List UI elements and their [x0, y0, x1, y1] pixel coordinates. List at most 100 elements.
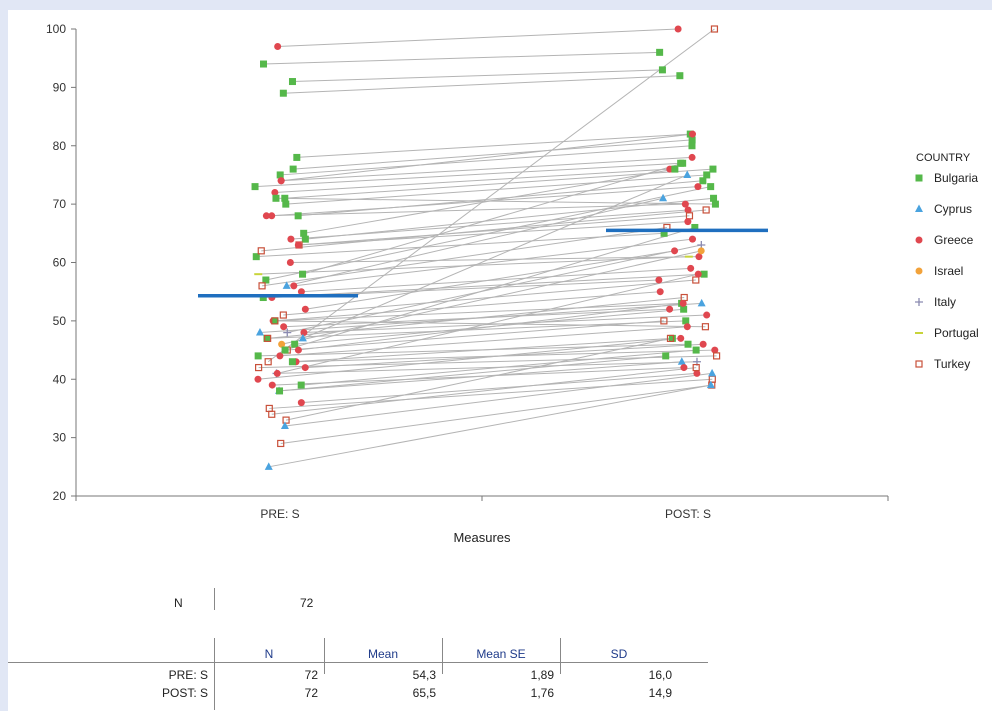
data-point: [289, 165, 297, 173]
data-point: [677, 334, 685, 342]
pair-line: [265, 186, 711, 281]
data-point: [679, 299, 687, 307]
data-point: [273, 369, 281, 377]
pair-line: [284, 226, 695, 351]
data-point: [252, 253, 260, 261]
n-label: N: [174, 596, 183, 610]
data-point: [251, 183, 259, 191]
data-point: [711, 200, 719, 208]
pair-line: [298, 180, 703, 217]
pair-line: [279, 355, 666, 392]
pair-line: [298, 302, 684, 351]
data-point: [276, 171, 284, 179]
data-point: [674, 25, 682, 33]
data-point: [677, 357, 686, 365]
data-point: [272, 194, 280, 202]
data-point: [263, 334, 271, 342]
data-point: [286, 259, 294, 266]
pair-line: [274, 320, 706, 328]
data-point: [656, 288, 664, 296]
table-header-rule: [8, 662, 708, 663]
pair-line: [276, 361, 697, 374]
table-cell: 65,5: [412, 686, 436, 700]
pair-line: [281, 250, 702, 345]
data-point: [255, 328, 264, 336]
data-point: [692, 276, 700, 284]
data-point: [684, 340, 692, 348]
pair-line: [275, 302, 682, 322]
figure-frame: 20 30 40 50 60 70 80 90 100 PRE: S POST: S Measures…: [8, 10, 992, 711]
data-point: [671, 247, 679, 255]
data-point: [676, 72, 684, 80]
pair-line: [281, 133, 693, 182]
table-cell: 1,89: [530, 668, 554, 682]
legend-label: Israel: [934, 264, 963, 278]
data-point: [262, 276, 270, 284]
data-point: [257, 247, 265, 255]
data-point: [655, 276, 663, 284]
table-cell: 14,9: [648, 686, 672, 700]
table-col-divider: [324, 638, 325, 674]
data-point: [290, 282, 298, 290]
pair-line: [261, 226, 667, 287]
pair-line: [273, 291, 661, 322]
data-point: [294, 212, 302, 220]
y-tick-label: 70: [53, 197, 67, 211]
data-point: [271, 188, 279, 196]
pair-line: [280, 145, 693, 176]
data-point: [700, 270, 708, 278]
pair-line: [279, 326, 688, 357]
pair-line: [298, 215, 690, 246]
data-point: [255, 363, 263, 372]
data-point: [279, 311, 287, 319]
legend-marker: [915, 204, 923, 212]
pair-line: [292, 337, 673, 363]
pair-line: [255, 162, 681, 188]
x-tick-label: POST: S: [665, 507, 711, 521]
pair-line: [302, 162, 683, 275]
y-tick-label: 90: [53, 80, 67, 94]
pair-line: [271, 367, 697, 415]
data-point: [280, 421, 289, 429]
pair-line: [266, 320, 686, 339]
data-point: [268, 381, 276, 389]
data-point: [684, 218, 692, 226]
pair-line: [293, 238, 693, 287]
legend-marker: [915, 360, 923, 368]
data-point: [297, 399, 305, 407]
data-point: [691, 223, 699, 231]
data-point: [694, 270, 702, 278]
data-point: [697, 298, 706, 307]
data-point: [684, 206, 692, 214]
y-tick-label: 100: [46, 22, 66, 36]
data-point: [689, 235, 697, 243]
pair-line: [277, 28, 679, 48]
legend-label: Greece: [934, 233, 974, 247]
pair-line: [290, 209, 689, 240]
data-point: [268, 410, 276, 418]
pair-line: [305, 250, 675, 310]
pair-line: [296, 133, 691, 158]
data-point: [697, 247, 705, 255]
column-header: N: [264, 647, 274, 661]
data-point: [693, 369, 701, 377]
data-point: [671, 165, 679, 173]
pair-line: [283, 75, 680, 94]
data-point: [298, 333, 307, 342]
pair-line: [292, 69, 663, 83]
data-point: [276, 352, 284, 360]
legend-marker: [915, 267, 923, 275]
data-point: [281, 194, 289, 202]
y-tick-label: 30: [53, 431, 67, 445]
data-point: [297, 381, 305, 389]
data-point: [299, 270, 307, 278]
data-point: [668, 334, 676, 342]
data-point: [264, 358, 272, 366]
y-tick-label: 50: [53, 314, 67, 328]
data-point: [297, 288, 305, 296]
y-tick-label: 40: [53, 372, 67, 386]
data-point: [288, 78, 296, 86]
data-point: [271, 317, 279, 325]
pair-line: [280, 384, 712, 444]
data-point: [282, 416, 290, 424]
